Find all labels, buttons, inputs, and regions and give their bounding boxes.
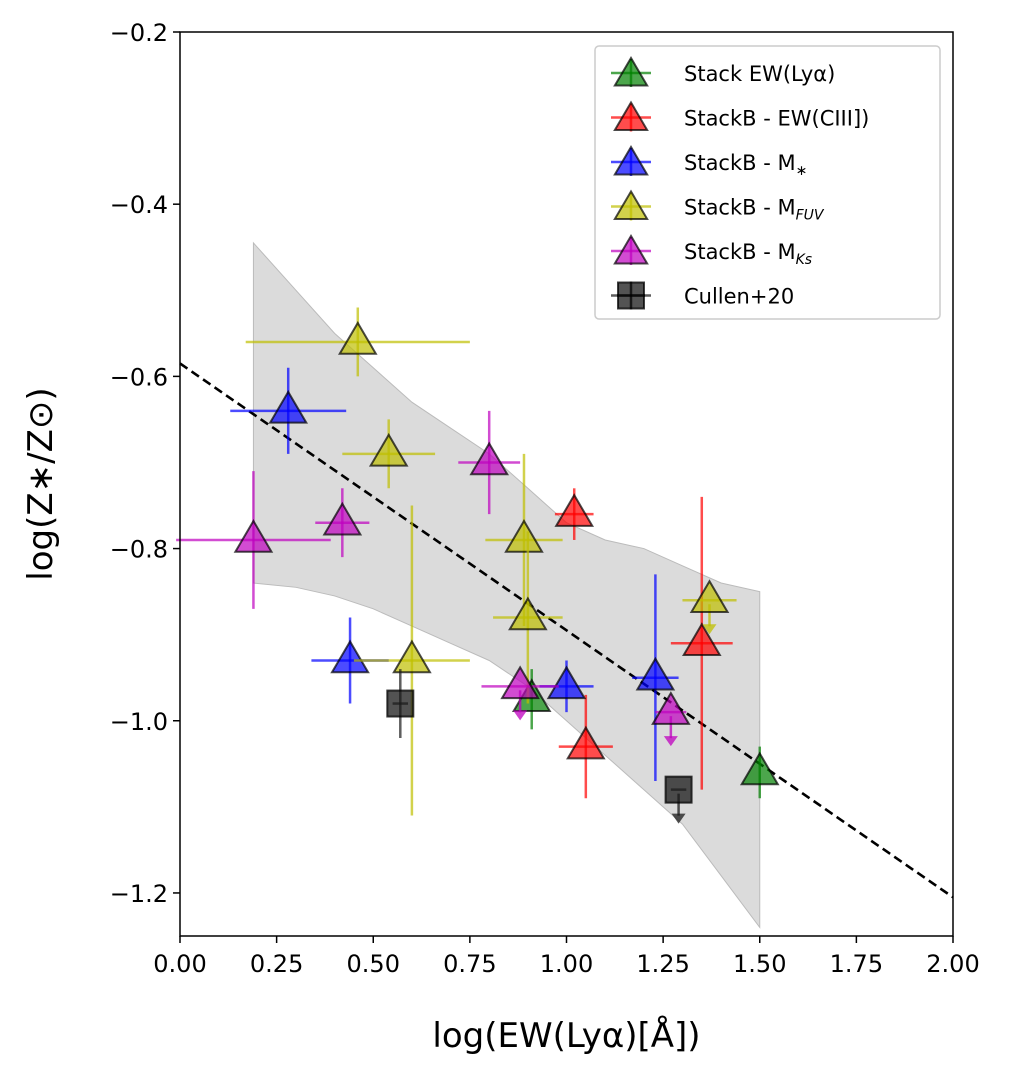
- triangle-marker: [546, 665, 587, 700]
- fit-line: [179, 362, 954, 899]
- upper-limit-head: [663, 736, 678, 747]
- triangle-marker: [651, 691, 691, 725]
- x-tick-label: 0.50: [347, 950, 400, 978]
- data-point: [670, 496, 733, 790]
- legend-triangle-marker: [613, 100, 649, 132]
- legend-triangle-marker: [613, 234, 649, 265]
- legend-triangle-marker: [613, 145, 649, 176]
- series-3: [245, 307, 737, 816]
- data-point: [682, 579, 737, 635]
- triangle-marker: [337, 320, 378, 355]
- x-tick-label: 1.25: [636, 950, 689, 978]
- fit-line-layer: [179, 362, 954, 899]
- triangle-marker: [554, 493, 595, 527]
- x-tick-label: 1.75: [830, 950, 883, 978]
- data-point: [230, 367, 347, 454]
- data-point: [342, 419, 436, 489]
- data-point: [558, 694, 613, 799]
- x-tick-label: 0.25: [250, 950, 303, 978]
- triangle-marker: [635, 656, 676, 691]
- x-axis-label: log(EW(Lyα)[Å]): [432, 1015, 700, 1056]
- square-marker: [386, 689, 415, 718]
- legend-entry: StackB - M∗: [611, 145, 807, 179]
- legend-entry: Cullen+20: [611, 281, 794, 310]
- triangle-marker: [469, 441, 509, 476]
- data-point: [245, 307, 470, 377]
- data-point: [493, 531, 563, 704]
- y-tick-label: −0.6: [110, 363, 168, 391]
- legend-label: StackB - MKs: [684, 240, 812, 268]
- data-point: [554, 488, 595, 540]
- legend-frame: [594, 45, 941, 320]
- legend-entry: StackB - EW(CIII]): [611, 100, 869, 132]
- triangle-marker: [330, 639, 370, 674]
- data-point: [315, 488, 370, 558]
- y-tick-label: −0.4: [110, 191, 168, 219]
- legend-label: StackB - MFUV: [684, 196, 825, 224]
- y-tick-label: −1.0: [110, 708, 168, 736]
- legend-triangle-marker: [613, 56, 649, 87]
- data-point: [651, 691, 691, 747]
- square-marker: [664, 775, 693, 804]
- data-point: [739, 746, 780, 799]
- legend-entry: Stack EW(Lyα): [611, 56, 835, 87]
- legend-label: Stack EW(Lyα): [684, 62, 835, 86]
- triangle-marker: [681, 622, 722, 657]
- data-point: [386, 669, 415, 738]
- triangle-marker: [566, 725, 606, 760]
- upper-limit-head: [671, 813, 686, 824]
- y-tick-label: −0.8: [110, 536, 168, 564]
- triangle-marker: [500, 665, 540, 700]
- legend-entry: StackB - MFUV: [611, 189, 825, 224]
- triangle-marker: [233, 518, 274, 553]
- data-points-layer: [176, 307, 780, 824]
- data-point: [632, 574, 679, 782]
- legend-label: StackB - EW(CIII]): [684, 107, 869, 131]
- upper-limit-head: [702, 624, 717, 635]
- triangle-marker: [268, 389, 309, 424]
- axis-ticks-layer: 0.00 0.25 0.50 0.75 1.00 1.25 1.50 1.75 2.00 −1.2…: [110, 19, 980, 978]
- legend-label: Cullen+20: [684, 285, 794, 309]
- x-tick-label: 2.00: [926, 950, 979, 978]
- data-point: [176, 471, 331, 609]
- data-point: [481, 665, 559, 721]
- data-point: [458, 410, 521, 515]
- triangle-marker: [504, 518, 544, 553]
- confidence-band-layer: [252, 241, 761, 929]
- upper-limit-head: [513, 710, 528, 721]
- data-point: [485, 453, 563, 627]
- triangle-marker: [739, 751, 780, 786]
- triangle-marker: [368, 432, 409, 467]
- x-tick-label: 1.50: [733, 950, 786, 978]
- y-tick-label: −1.2: [110, 880, 168, 908]
- y-tick-label: −0.2: [110, 19, 168, 47]
- confidence-band: [252, 241, 761, 929]
- x-tick-label: 1.00: [540, 950, 593, 978]
- x-tick-label: 0.75: [443, 950, 496, 978]
- triangle-marker: [689, 579, 730, 614]
- series-4: [176, 410, 691, 747]
- y-axis-label: log(Z∗/Z⊙): [21, 387, 61, 580]
- series-5: [386, 669, 693, 824]
- legend-triangle-marker: [613, 189, 649, 221]
- data-point: [353, 505, 470, 816]
- series-1: [554, 488, 733, 799]
- legend-entry: StackB - MKs: [611, 234, 812, 268]
- legend-label: StackB - M∗: [684, 151, 807, 179]
- triangle-marker: [322, 501, 363, 536]
- legend: Stack EW(Lyα) StackB - EW(CIII]) StackB - …: [594, 45, 941, 320]
- x-tick-label: 0.00: [153, 950, 206, 978]
- data-point: [664, 775, 693, 824]
- triangle-marker: [508, 596, 548, 631]
- triangle-marker: [392, 639, 432, 674]
